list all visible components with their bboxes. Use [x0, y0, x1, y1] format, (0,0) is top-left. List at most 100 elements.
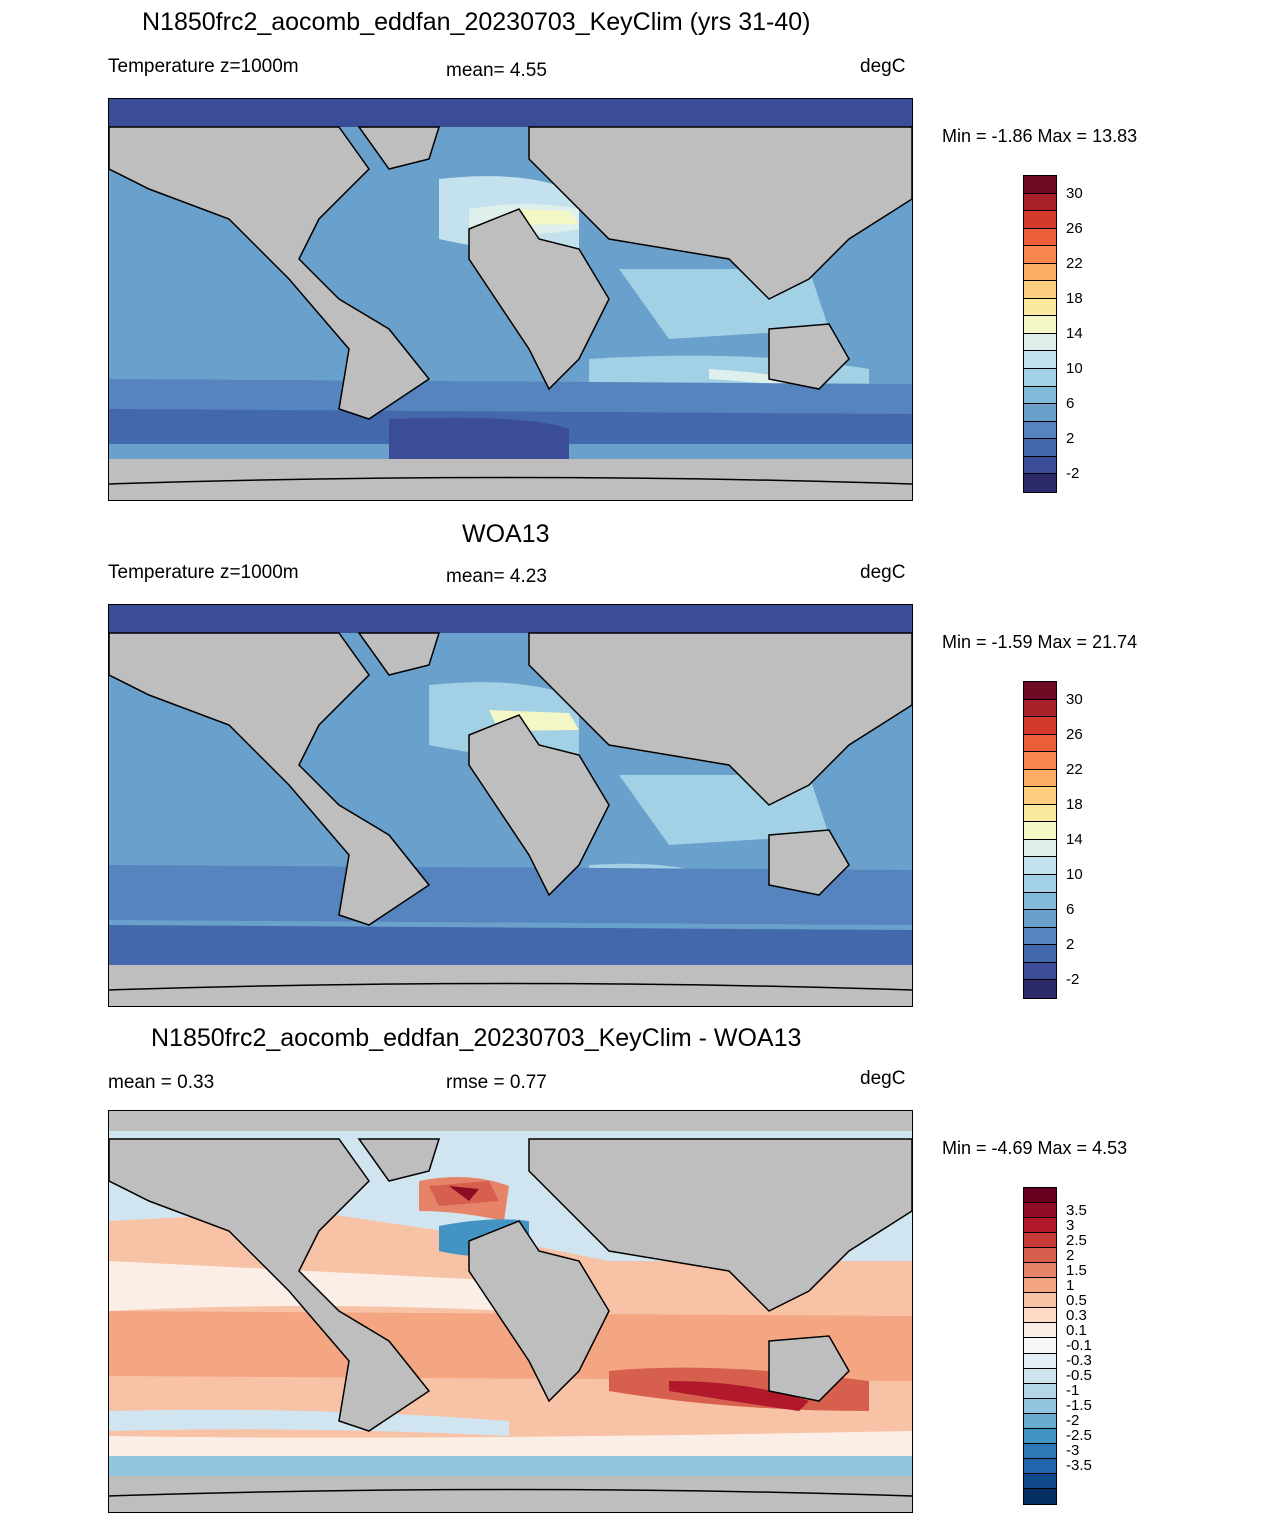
colorbar-swatch: [1024, 404, 1056, 422]
panel1-map-canvas: [109, 99, 912, 500]
colorbar-swatch: [1024, 769, 1056, 788]
panel2-center-label: mean= 4.23: [446, 566, 547, 587]
panel2-map-canvas: [109, 605, 912, 1006]
colorbar-swatch: [1024, 333, 1056, 352]
colorbar-tick-label: 10: [1066, 360, 1083, 378]
colorbar-swatch: [1024, 892, 1056, 911]
colorbar-tick-label: -0.5: [1066, 1367, 1092, 1385]
colorbar-tick-label: 2: [1066, 1246, 1075, 1264]
colorbar-swatch: [1024, 1428, 1056, 1444]
colorbar-swatch: [1024, 1443, 1056, 1459]
colorbar-swatch: [1024, 1248, 1056, 1264]
colorbar-swatch: [1024, 1188, 1056, 1204]
colorbar-tick-label: 10: [1066, 866, 1083, 884]
colorbar-tick-label: -3.5: [1066, 1457, 1092, 1475]
colorbar-swatch: [1024, 734, 1056, 753]
panel1-minmax: Min = -1.86 Max = 13.83: [942, 126, 1138, 146]
colorbar-tick-label: -1.5: [1066, 1397, 1092, 1415]
colorbar-swatch: [1024, 439, 1056, 457]
colorbar-swatch: [1024, 1218, 1056, 1234]
colorbar-swatch: [1024, 980, 1056, 998]
panel3-colorbar: [1023, 1187, 1057, 1505]
colorbar-tick-label: -1: [1066, 1382, 1080, 1400]
colorbar-tick-label: 30: [1066, 690, 1083, 708]
panel2-title: WOA13: [462, 520, 550, 548]
colorbar-tick-label: -0.3: [1066, 1352, 1092, 1370]
colorbar-swatch: [1024, 176, 1056, 194]
panel1-title: N1850frc2_aocomb_eddfan_20230703_KeyClim…: [142, 8, 811, 36]
colorbar-tick-label: 18: [1066, 795, 1083, 813]
colorbar-tick-label: 22: [1066, 760, 1083, 778]
colorbar-swatch: [1024, 228, 1056, 247]
colorbar-swatch: [1024, 1323, 1056, 1339]
panel3-title: N1850frc2_aocomb_eddfan_20230703_KeyClim…: [151, 1024, 802, 1052]
colorbar-swatch: [1024, 699, 1056, 718]
colorbar-swatch: [1024, 1383, 1056, 1399]
colorbar-swatch: [1024, 351, 1056, 370]
colorbar-tick-label: 30: [1066, 184, 1083, 202]
panel1-left-label: Temperature z=1000m: [108, 56, 299, 77]
colorbar-tick-label: 0.3: [1066, 1306, 1087, 1324]
colorbar-tick-label: -2: [1066, 465, 1080, 483]
colorbar-swatch: [1024, 1203, 1056, 1219]
colorbar-swatch: [1024, 298, 1056, 317]
colorbar-tick-label: -2: [1066, 971, 1080, 989]
colorbar-tick-label: 3.5: [1066, 1201, 1087, 1219]
colorbar-swatch: [1024, 193, 1056, 212]
colorbar-swatch: [1024, 857, 1056, 876]
panel3-map: [108, 1110, 913, 1513]
panel2-colorbar: [1023, 681, 1057, 999]
colorbar-swatch: [1024, 787, 1056, 805]
panel2-left-label: Temperature z=1000m: [108, 562, 299, 583]
colorbar-swatch: [1024, 910, 1056, 928]
colorbar-swatch: [1024, 839, 1056, 858]
colorbar-swatch: [1024, 752, 1056, 770]
colorbar-swatch: [1024, 875, 1056, 893]
colorbar-tick-label: 0.1: [1066, 1321, 1087, 1339]
colorbar-swatch: [1024, 1278, 1056, 1294]
colorbar-tick-label: -3: [1066, 1442, 1080, 1460]
colorbar-swatch: [1024, 1308, 1056, 1324]
colorbar-tick-label: 26: [1066, 219, 1083, 237]
colorbar-swatch: [1024, 1473, 1056, 1489]
colorbar-swatch: [1024, 316, 1056, 334]
colorbar-swatch: [1024, 246, 1056, 264]
colorbar-swatch: [1024, 369, 1056, 387]
colorbar-swatch: [1024, 211, 1056, 229]
colorbar-swatch: [1024, 804, 1056, 823]
colorbar-tick-label: -2: [1066, 1412, 1080, 1430]
colorbar-tick-label: 14: [1066, 831, 1083, 848]
panel1-center-label: mean= 4.55: [446, 60, 547, 81]
colorbar-swatch: [1024, 962, 1056, 981]
colorbar-tick-label: 2.5: [1066, 1231, 1087, 1249]
panel3-left-label: mean = 0.33: [108, 1072, 215, 1093]
colorbar-tick-label: 3: [1066, 1216, 1075, 1234]
colorbar-swatch: [1024, 1293, 1056, 1309]
colorbar-tick-label: -2.5: [1066, 1427, 1092, 1445]
colorbar-swatch: [1024, 1413, 1056, 1429]
panel3-map-canvas: [109, 1111, 912, 1512]
panel2-map: [108, 604, 913, 1007]
colorbar-swatch: [1024, 1458, 1056, 1474]
colorbar-swatch: [1024, 682, 1056, 700]
colorbar-swatch: [1024, 1488, 1056, 1504]
panel3-units: degC: [860, 1068, 906, 1089]
colorbar-swatch: [1024, 927, 1056, 946]
colorbar-tick-label: 6: [1066, 395, 1075, 413]
panel1-map: [108, 98, 913, 501]
colorbar-tick-label: 26: [1066, 725, 1083, 743]
colorbar-swatch: [1024, 386, 1056, 405]
panel1-units: degC: [860, 56, 906, 77]
colorbar-tick-label: 22: [1066, 254, 1083, 272]
colorbar-swatch: [1024, 263, 1056, 282]
panel1-colorbar: [1023, 175, 1057, 493]
colorbar-tick-label: 1: [1066, 1276, 1075, 1294]
colorbar-tick-label: 6: [1066, 901, 1075, 919]
colorbar-swatch: [1024, 281, 1056, 299]
colorbar-tick-label: 18: [1066, 289, 1083, 307]
colorbar-tick-label: -0.1: [1066, 1337, 1092, 1354]
colorbar-tick-label: 2: [1066, 936, 1075, 954]
panel3-center-label: rmse = 0.77: [446, 1072, 547, 1093]
colorbar-swatch: [1024, 421, 1056, 440]
colorbar-tick-label: 1.5: [1066, 1261, 1087, 1279]
